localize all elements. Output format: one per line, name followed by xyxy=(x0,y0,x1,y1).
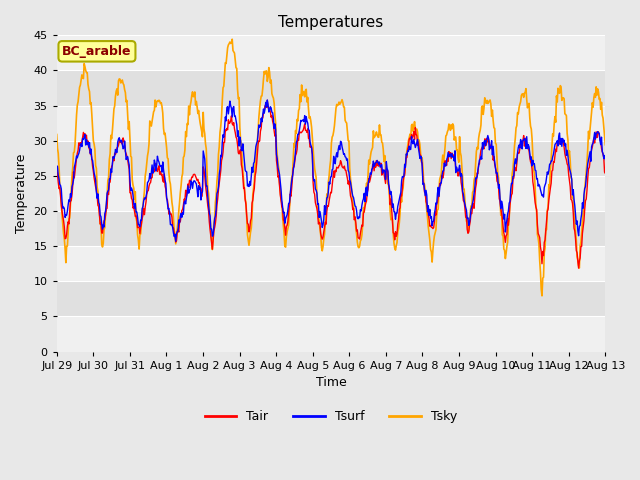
Bar xyxy=(57,71,605,106)
Bar xyxy=(57,106,605,141)
Bar xyxy=(57,281,605,316)
Title: Temperatures: Temperatures xyxy=(278,15,383,30)
Bar xyxy=(57,176,605,211)
Bar xyxy=(57,246,605,281)
Legend: Tair, Tsurf, Tsky: Tair, Tsurf, Tsky xyxy=(200,405,462,428)
Bar xyxy=(57,36,605,71)
Bar xyxy=(57,316,605,351)
Bar xyxy=(57,141,605,176)
Bar xyxy=(57,211,605,246)
Y-axis label: Temperature: Temperature xyxy=(15,154,28,233)
Text: BC_arable: BC_arable xyxy=(62,45,132,58)
X-axis label: Time: Time xyxy=(316,376,346,389)
